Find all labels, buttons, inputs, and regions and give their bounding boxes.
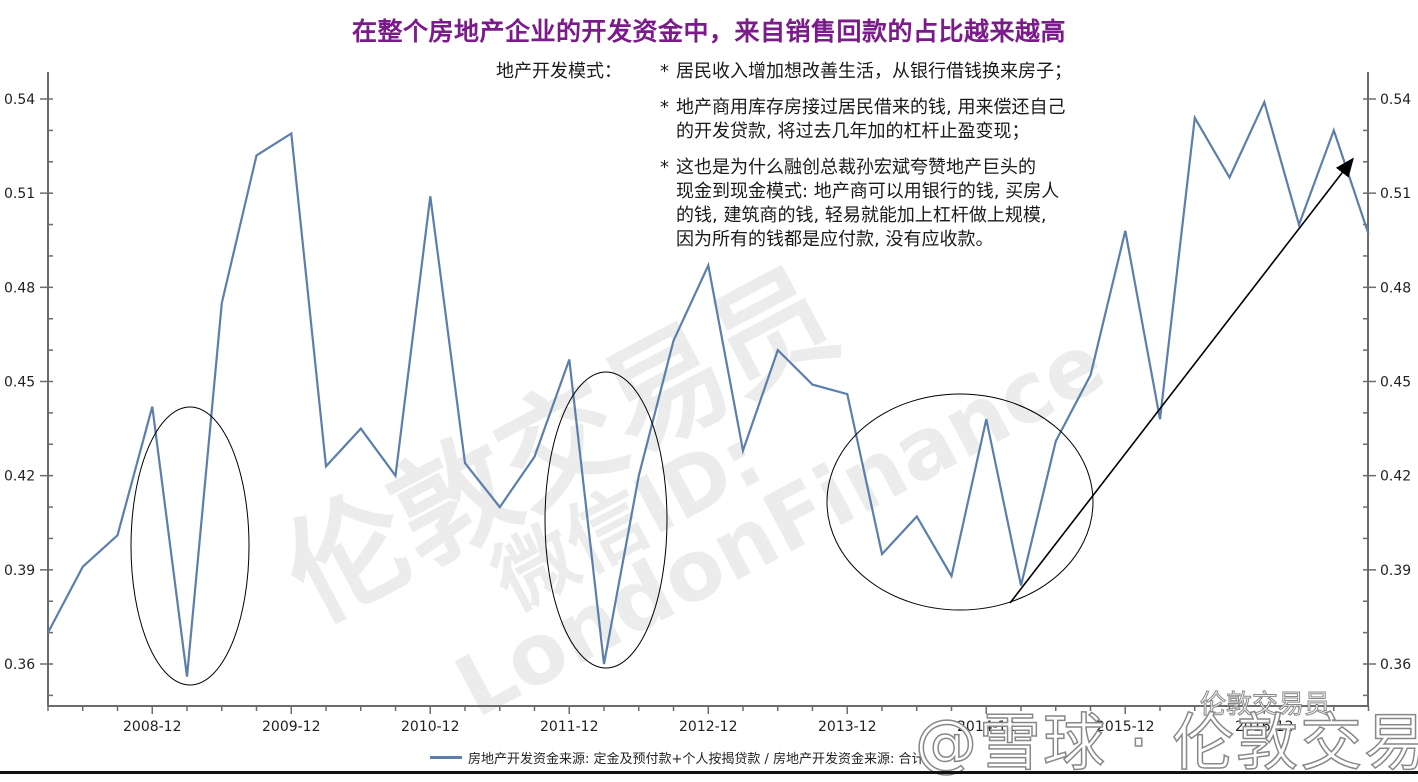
bullet-star: * — [660, 61, 669, 82]
legend-label: 房地产开发资金来源: 定金及预付款+个人按揭贷款 / 房地产开发资金来源: 合计 — [468, 752, 925, 767]
svg-text:2016-12: 2016-12 — [1235, 719, 1294, 735]
svg-text:2015-12: 2015-12 — [1096, 719, 1155, 735]
svg-text:2011-12: 2011-12 — [540, 719, 599, 735]
svg-text:0.54: 0.54 — [4, 92, 35, 108]
annotation-line: 的钱, 建筑商的钱, 轻易就能加上杠杆做上规模, — [676, 205, 1047, 226]
svg-text:0.48: 0.48 — [1380, 280, 1411, 296]
watermark-xueqiu: @雪球 · 伦敦交易员 — [914, 705, 1418, 780]
svg-text:2010-12: 2010-12 — [401, 719, 460, 735]
svg-text:0.45: 0.45 — [4, 375, 35, 391]
highlight-ellipse-2012 — [544, 371, 668, 669]
svg-text:0.36: 0.36 — [4, 657, 35, 673]
x-axis: 2008-12 2009-12 2010-12 2011-12 2012-12 2013-… — [47, 705, 1370, 735]
annotation-line: 因为所有的钱都是应付款, 没有应收款。 — [676, 229, 994, 250]
legend-swatch — [430, 756, 462, 759]
svg-text:0.42: 0.42 — [4, 469, 35, 485]
svg-text:0.51: 0.51 — [4, 186, 35, 202]
svg-text:0.36: 0.36 — [1380, 657, 1411, 673]
annotation-line: 的开发贷款, 将过去几年加的杠杆止盈变现； — [676, 121, 1030, 142]
annotation-label: 地产开发模式： — [496, 61, 622, 82]
left-y-axis: 0.36 0.39 0.42 0.45 0.48 0.51 0.54 — [4, 72, 53, 706]
svg-text:0.48: 0.48 — [4, 280, 35, 296]
annotation-item-2: * 地产商用库存房接过居民借来的钱, 用来偿还自己 的开发贷款, 将过去几年加的杠… — [660, 96, 1180, 144]
annotation-item-3: * 这也是为什么融创总裁孙宏斌夸赞地产巨头的 现金到现金模式: 地产商可以用银行的… — [660, 156, 1180, 252]
chart-title: 在整个房地产企业的开发资金中，来自销售回款的占比越来越高 — [351, 17, 1066, 46]
svg-text:0.39: 0.39 — [4, 563, 35, 579]
annotation-item-1: * 居民收入增加想改善生活，从银行借钱换来房子； — [660, 60, 1180, 84]
chart-legend: 房地产开发资金来源: 定金及预付款+个人按揭贷款 / 房地产开发资金来源: 合计 — [430, 748, 925, 767]
svg-text:0.42: 0.42 — [1380, 469, 1411, 485]
svg-text:2013-12: 2013-12 — [818, 719, 877, 735]
bullet-star: * — [660, 157, 669, 178]
bottom-border — [0, 771, 1418, 774]
annotation-line: 居民收入增加想改善生活，从银行借钱换来房子； — [676, 61, 1072, 82]
highlight-ellipse-2009 — [130, 406, 250, 686]
right-y-axis: 0.36 0.39 0.42 0.45 0.48 0.51 0.54 — [1363, 72, 1411, 706]
svg-text:0.39: 0.39 — [1380, 563, 1411, 579]
annotation-line: 现金到现金模式: 地产商可以用银行的钱, 买房人 — [676, 181, 1060, 202]
svg-text:2008-12: 2008-12 — [123, 719, 182, 735]
svg-text:2009-12: 2009-12 — [262, 719, 321, 735]
svg-text:0.51: 0.51 — [1380, 186, 1411, 202]
highlight-ellipse-2014 — [826, 393, 1094, 611]
trend-arrow — [1009, 157, 1354, 604]
svg-text:2014-12: 2014-12 — [957, 719, 1016, 735]
svg-text:0.45: 0.45 — [1380, 375, 1411, 391]
series-line — [47, 98, 1370, 677]
watermark-wechat-small: 伦敦交易员 — [1199, 690, 1331, 721]
bullet-star: * — [660, 97, 669, 118]
svg-text:2012-12: 2012-12 — [679, 719, 738, 735]
svg-text:0.54: 0.54 — [1380, 92, 1411, 108]
annotation-line: 地产商用库存房接过居民借来的钱, 用来偿还自己 — [676, 97, 1066, 118]
annotation-line: 这也是为什么融创总裁孙宏斌夸赞地产巨头的 — [676, 157, 1036, 178]
